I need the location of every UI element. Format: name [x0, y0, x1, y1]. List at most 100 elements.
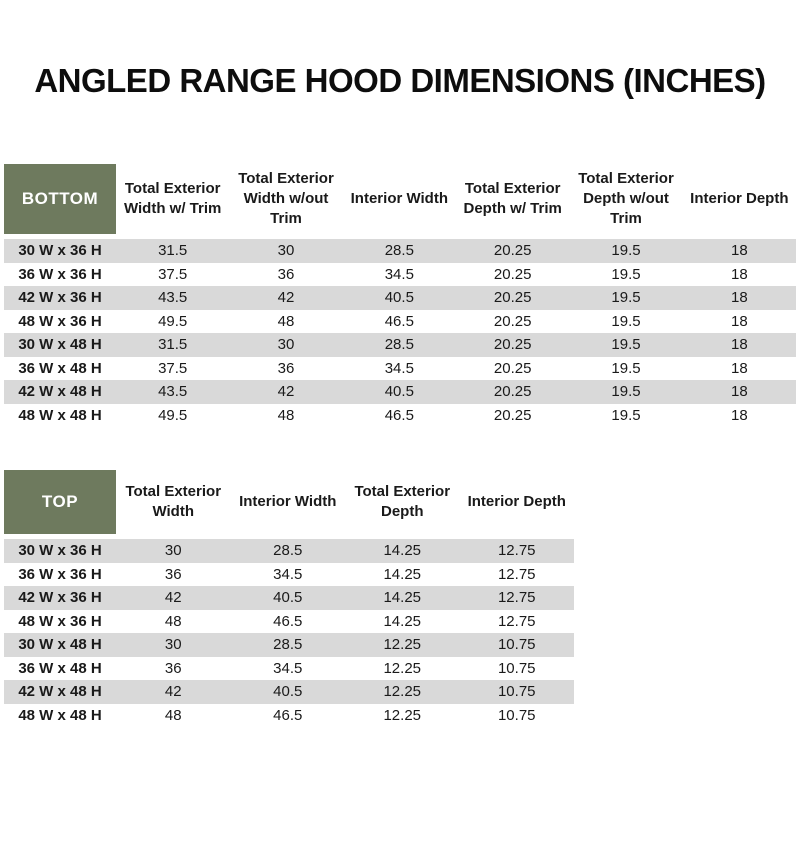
dimension-value: 19.5	[611, 289, 641, 306]
dimension-value: 12.75	[497, 565, 536, 583]
dimension-value: 30	[164, 636, 182, 653]
dimension-value: 10.75	[497, 683, 536, 700]
row-size-label: 42 W x 48 H	[18, 683, 102, 700]
row-size-label: 48 W x 48 H	[18, 406, 102, 424]
column-header-interior-depth: Interior Depth	[690, 190, 789, 207]
dimension-value: 14.25	[383, 589, 422, 606]
table-row: 42 W x 48 H 43.5 42 40.5 20.25 19.5 18	[4, 380, 796, 404]
row-size-label: 30 W x 36 H	[18, 542, 102, 559]
bottom-table-header-row: BOTTOM Total Exterior Width w/ Trim Tota…	[4, 164, 796, 234]
row-size-label: 36 W x 48 H	[18, 359, 102, 377]
table-row: 36 W x 48 H 37.5 36 34.5 20.25 19.5 18	[4, 356, 796, 380]
table-row: 36 W x 48 H 36 34.5 12.25 10.75	[4, 656, 574, 680]
dimension-value: 36	[164, 565, 182, 583]
dimension-value: 12.75	[497, 542, 536, 559]
dimension-value: 40.5	[273, 683, 303, 700]
top-dimensions-table: TOP Total Exterior Width Interior Width …	[4, 470, 574, 727]
dimension-value: 42	[164, 683, 182, 700]
dimension-value: 30	[277, 336, 295, 353]
dimension-value: 43.5	[158, 289, 188, 306]
dimension-value: 46.5	[384, 312, 414, 330]
dimension-value: 20.25	[493, 359, 532, 377]
table-row: 48 W x 36 H 48 46.5 14.25 12.75	[4, 609, 574, 633]
dimension-value: 19.5	[611, 406, 641, 424]
dimension-value: 28.5	[273, 636, 303, 653]
table-row: 42 W x 36 H 43.5 42 40.5 20.25 19.5 18	[4, 286, 796, 310]
row-size-label: 36 W x 36 H	[18, 565, 102, 583]
column-header-interior-width: Interior Width	[239, 493, 337, 510]
table-row: 42 W x 48 H 42 40.5 12.25 10.75	[4, 680, 574, 704]
table-row: 36 W x 36 H 36 34.5 14.25 12.75	[4, 562, 574, 586]
dimension-value: 34.5	[273, 659, 303, 677]
dimension-value: 40.5	[384, 383, 414, 400]
table-row: 48 W x 48 H 48 46.5 12.25 10.75	[4, 703, 574, 727]
dimension-value: 19.5	[611, 265, 641, 283]
dimension-value: 20.25	[493, 383, 532, 400]
column-header-total-exterior-width: Total Exterior Width	[125, 483, 222, 520]
column-header-total-exterior-width-wout-trim: Total Exterior Width w/out Trim	[238, 170, 334, 227]
dimension-value: 46.5	[384, 406, 414, 424]
dimension-value: 34.5	[384, 359, 414, 377]
row-size-label: 48 W x 48 H	[18, 706, 102, 724]
dimension-value: 20.25	[493, 312, 532, 330]
table-row: 30 W x 48 H 30 28.5 12.25 10.75	[4, 633, 574, 657]
dimension-value: 18	[730, 265, 748, 283]
top-table-corner-label: TOP	[4, 470, 116, 534]
dimension-value: 20.25	[493, 289, 532, 306]
dimension-value: 19.5	[611, 336, 641, 353]
spec-sheet: ANGLED RANGE HOOD DIMENSIONS (INCHES) BO…	[0, 62, 800, 727]
dimension-value: 18	[730, 312, 748, 330]
dimension-value: 18	[730, 406, 748, 424]
row-size-label: 42 W x 48 H	[18, 383, 102, 400]
dimension-value: 42	[277, 289, 295, 306]
row-size-label: 36 W x 48 H	[18, 659, 102, 677]
top-table-header-row: TOP Total Exterior Width Interior Width …	[4, 470, 574, 534]
bottom-dimensions-table: BOTTOM Total Exterior Width w/ Trim Tota…	[4, 164, 796, 427]
dimension-value: 48	[164, 612, 182, 630]
table-row: 30 W x 36 H 31.5 30 28.5 20.25 19.5 18	[4, 239, 796, 263]
dimension-value: 31.5	[158, 336, 188, 353]
dimension-value: 20.25	[493, 406, 532, 424]
dimension-value: 49.5	[158, 406, 188, 424]
dimension-value: 10.75	[497, 636, 536, 653]
dimension-value: 46.5	[273, 706, 303, 724]
dimension-value: 12.25	[383, 706, 422, 724]
bottom-table-corner-label: BOTTOM	[4, 164, 116, 234]
dimension-value: 18	[730, 336, 748, 353]
row-size-label: 30 W x 36 H	[18, 242, 102, 259]
dimension-value: 12.25	[383, 659, 422, 677]
row-size-label: 30 W x 48 H	[18, 636, 102, 653]
dimension-value: 20.25	[493, 336, 532, 353]
dimension-value: 18	[730, 383, 748, 400]
dimension-value: 19.5	[611, 312, 641, 330]
dimension-value: 43.5	[158, 383, 188, 400]
dimension-value: 14.25	[383, 612, 422, 630]
dimension-value: 34.5	[273, 565, 303, 583]
dimension-value: 14.25	[383, 542, 422, 559]
dimension-value: 48	[277, 406, 295, 424]
row-size-label: 48 W x 36 H	[18, 612, 102, 630]
dimension-value: 18	[730, 359, 748, 377]
table-row: 42 W x 36 H 42 40.5 14.25 12.75	[4, 586, 574, 610]
dimension-value: 36	[277, 265, 295, 283]
row-size-label: 42 W x 36 H	[18, 289, 102, 306]
bottom-table-body: 30 W x 36 H 31.5 30 28.5 20.25 19.5 18 36 W x 3…	[4, 239, 796, 427]
dimension-value: 12.75	[497, 589, 536, 606]
top-table-body: 30 W x 36 H 30 28.5 14.25 12.75 36 W x 36 H 36…	[4, 539, 574, 727]
dimension-value: 12.25	[383, 636, 422, 653]
dimension-value: 18	[730, 242, 748, 259]
dimension-value: 28.5	[384, 336, 414, 353]
column-header-interior-depth: Interior Depth	[467, 493, 566, 510]
dimension-value: 40.5	[384, 289, 414, 306]
table-row: 30 W x 36 H 30 28.5 14.25 12.75	[4, 539, 574, 563]
dimension-value: 30	[277, 242, 295, 259]
column-header-total-exterior-depth-wout-trim: Total Exterior Depth w/out Trim	[578, 170, 674, 227]
table-row: 48 W x 36 H 49.5 48 46.5 20.25 19.5 18	[4, 309, 796, 333]
dimension-value: 37.5	[158, 265, 188, 283]
dimension-value: 28.5	[384, 242, 414, 259]
dimension-value: 20.25	[493, 265, 532, 283]
dimension-value: 40.5	[273, 589, 303, 606]
table-row: 30 W x 48 H 31.5 30 28.5 20.25 19.5 18	[4, 333, 796, 357]
dimension-value: 12.25	[383, 683, 422, 700]
dimension-value: 19.5	[611, 383, 641, 400]
